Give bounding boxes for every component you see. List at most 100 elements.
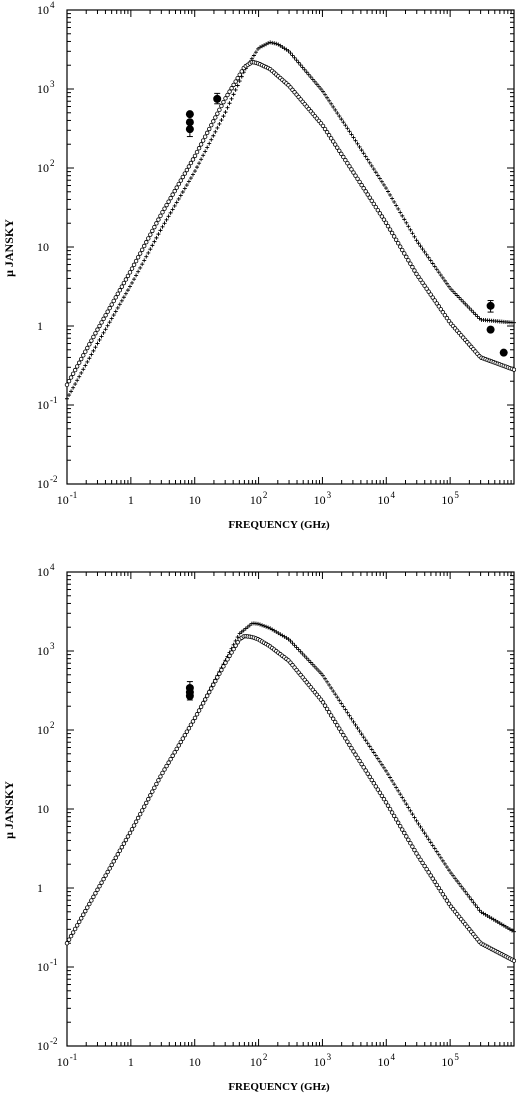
data-point <box>432 298 437 303</box>
data-point <box>451 873 456 878</box>
data-point <box>387 227 393 232</box>
data-point <box>225 105 230 110</box>
data-point <box>243 626 248 631</box>
data-point <box>365 741 370 746</box>
y-tick-label: 10-1 <box>37 395 58 412</box>
y-tick-label-base: 10 <box>37 1039 49 1053</box>
data-point <box>188 160 194 166</box>
data-point <box>113 295 118 300</box>
x-tick-label-exponent: 5 <box>454 1052 459 1062</box>
data-point <box>412 815 417 820</box>
data-point <box>359 732 364 737</box>
data-point <box>355 755 360 760</box>
data-point <box>387 806 393 812</box>
x-tick-label-exponent: 2 <box>263 1052 268 1062</box>
data-point <box>164 763 169 769</box>
data-point <box>231 92 236 97</box>
y-tick-label-base: 10 <box>37 82 49 96</box>
data-point <box>363 768 368 773</box>
data-point <box>117 848 123 853</box>
data-point <box>138 265 143 270</box>
data-point <box>174 185 179 190</box>
data-point <box>377 790 383 795</box>
data-point <box>221 99 226 105</box>
data-point <box>113 309 118 314</box>
data-point <box>274 41 279 46</box>
data-point <box>127 270 133 275</box>
data-point <box>190 157 196 162</box>
data-point <box>438 307 444 312</box>
data-point <box>318 87 323 92</box>
data-point <box>231 646 236 652</box>
data-point <box>79 370 84 375</box>
data-point <box>438 888 444 894</box>
data-point <box>162 221 167 226</box>
data-point <box>302 654 307 659</box>
data-point <box>493 918 498 923</box>
data-point <box>245 624 250 629</box>
data-point <box>449 871 454 876</box>
data-point <box>444 898 450 903</box>
data-point <box>278 632 283 637</box>
data-point <box>219 103 224 109</box>
data-point <box>398 792 403 797</box>
data-point <box>144 254 149 259</box>
data-point <box>453 876 458 881</box>
data-point <box>68 933 74 939</box>
data-point <box>237 79 242 84</box>
data-point <box>459 297 464 302</box>
data-point <box>129 827 135 832</box>
plot-frame <box>66 9 515 485</box>
data-point <box>292 55 297 60</box>
data-point <box>491 917 496 922</box>
data-point <box>190 719 196 724</box>
data-point <box>446 901 452 906</box>
data-point <box>103 873 108 878</box>
data-point <box>377 176 382 181</box>
data-point <box>272 41 277 46</box>
data-point <box>463 301 468 306</box>
data-point <box>296 60 301 65</box>
data-point <box>359 182 364 188</box>
data-point <box>321 673 326 678</box>
data-point <box>395 241 401 246</box>
data-point <box>389 230 395 236</box>
data-point <box>253 50 258 55</box>
data-point <box>424 286 429 291</box>
data-point <box>85 905 90 910</box>
data-point <box>227 101 232 106</box>
data-point <box>182 171 188 176</box>
x-tick-label: 103 <box>314 1052 332 1069</box>
data-point <box>457 881 462 886</box>
data-point <box>430 261 435 266</box>
data-point <box>135 815 141 821</box>
data-point <box>467 894 472 899</box>
data-point <box>260 623 265 628</box>
data-point <box>503 924 508 929</box>
data-point <box>207 689 212 695</box>
data-point <box>507 927 512 932</box>
data-point <box>207 126 212 132</box>
data-point <box>72 926 78 932</box>
data-point <box>176 181 181 187</box>
data-point <box>359 148 364 153</box>
data-point <box>99 320 104 325</box>
data-point <box>215 675 220 680</box>
data-point <box>233 643 238 648</box>
data-point <box>69 389 74 394</box>
data-point <box>512 320 516 325</box>
data-point <box>343 157 348 163</box>
x-tick-label: 10-1 <box>57 1052 78 1069</box>
data-point <box>66 937 72 942</box>
data-point <box>351 170 356 175</box>
data-point <box>146 236 151 241</box>
data-point <box>347 742 352 748</box>
data-point <box>286 48 291 53</box>
data-point <box>119 844 125 850</box>
data-point <box>172 203 177 208</box>
x-tick-label: 1 <box>128 493 134 507</box>
y-tick-label: 10-1 <box>37 957 58 974</box>
data-point <box>198 142 204 147</box>
data-point <box>152 239 157 244</box>
data-point <box>440 275 445 280</box>
